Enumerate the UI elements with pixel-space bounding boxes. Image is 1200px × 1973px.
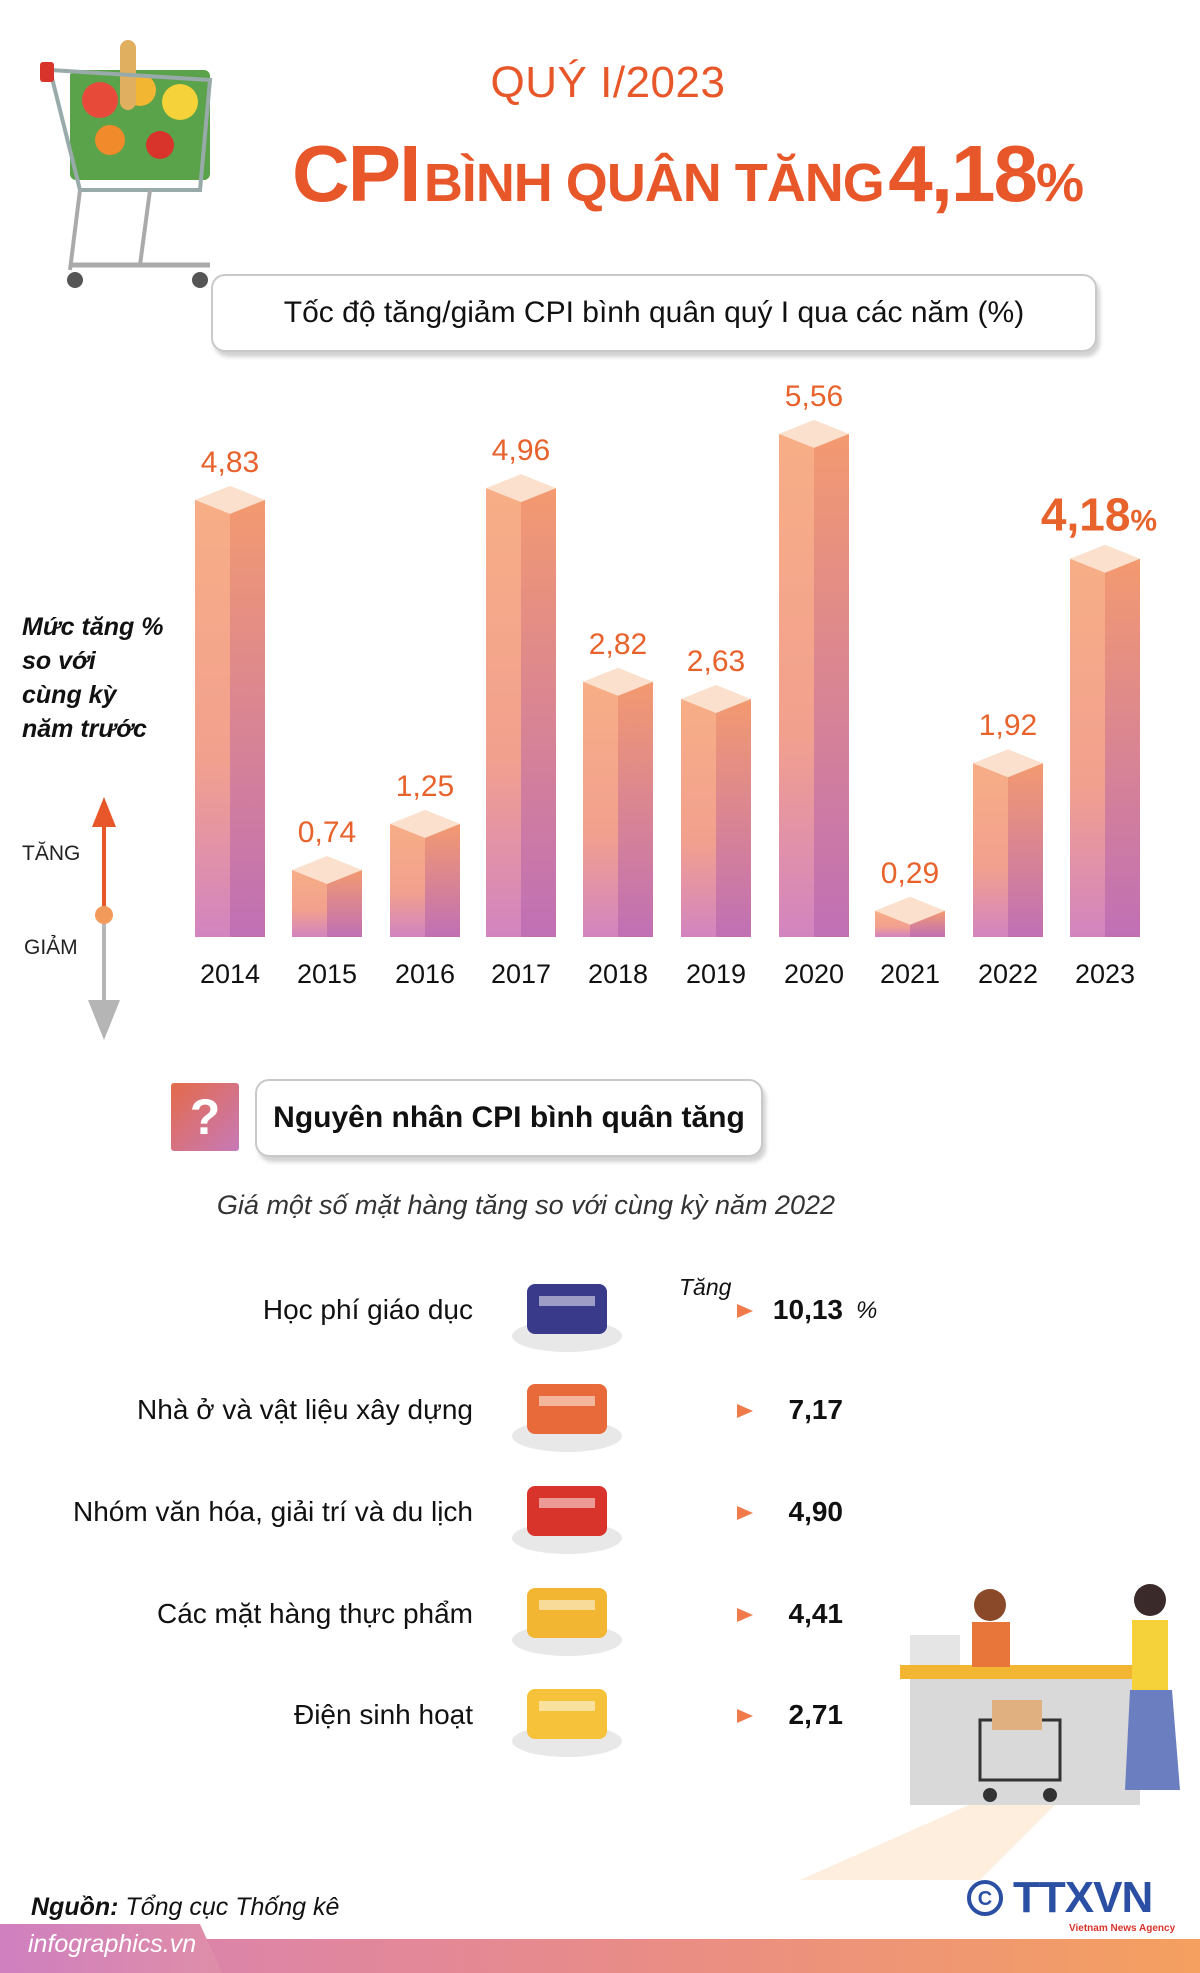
arrow-right-icon [679, 1404, 753, 1418]
data-label: 4,96 [492, 434, 550, 467]
footer-tab [0, 1924, 222, 1973]
bar-2018 [583, 681, 618, 937]
x-tick-label: 2019 [686, 959, 746, 989]
bulb-plug-icon [505, 1671, 629, 1761]
data-label: 1,92 [979, 709, 1037, 742]
x-tick-label: 2016 [395, 959, 455, 989]
data-label: 1,25 [396, 770, 454, 803]
cause-value: 7,17 [788, 1394, 844, 1425]
increase-label: TĂNG [22, 842, 81, 865]
bar-side-2022 [1008, 763, 1043, 937]
x-tick-label: 2017 [491, 959, 551, 989]
food-plate-icon [505, 1570, 629, 1660]
source-text: Tổng cục Thống kê [125, 1893, 340, 1921]
copyright-icon: C [967, 1880, 1003, 1916]
cause-value: 2,71 [788, 1699, 844, 1730]
causes-note: Giá một số mặt hàng tăng so với cùng kỳ … [216, 1190, 836, 1220]
bar-side-2023 [1105, 558, 1140, 937]
y-label-line: năm trước [22, 715, 147, 743]
bar-cap-2022 [973, 749, 1043, 778]
arrow-right-icon [679, 1304, 753, 1318]
chart-title: Tốc độ tăng/giảm CPI bình quân quý I qua… [211, 274, 1097, 352]
y-label-line: so với [22, 647, 96, 675]
bar-side-2017 [521, 488, 556, 937]
arrow-right-icon [679, 1506, 753, 1520]
data-label: 2,82 [589, 628, 647, 661]
cause-label: Nhóm văn hóa, giải trí và du lịch [73, 1496, 473, 1527]
bar-2022 [973, 763, 1008, 937]
bar-cap-2023 [1070, 544, 1140, 573]
bar-2023 [1070, 558, 1105, 937]
question-icon: ? [171, 1083, 239, 1151]
cause-label: Điện sinh hoạt [293, 1699, 473, 1730]
y-label-line: cùng kỳ [22, 681, 117, 709]
x-tick-label: 2018 [588, 959, 648, 989]
bar-cap-2016 [390, 809, 460, 838]
causes-title: Nguyên nhân CPI bình quân tăng [255, 1079, 763, 1157]
cause-label: Các mặt hàng thực phẩm [156, 1598, 473, 1629]
cashier-shopper-illustration [800, 1584, 1180, 1880]
x-tick-label: 2020 [784, 959, 844, 989]
bar-side-2014 [230, 499, 265, 937]
y-label-line: Mức tăng % [22, 613, 164, 641]
data-label: 0,29 [881, 857, 939, 890]
bar-cap-2014 [195, 485, 265, 514]
bar-cap-2018 [583, 667, 653, 696]
y-axis-label: Mức tăng % so với cùng kỳ năm trước [22, 610, 163, 746]
bar-2020 [779, 433, 814, 937]
popcorn-film-icon [505, 1468, 629, 1558]
bar-2014 [195, 499, 230, 937]
bar-cap-2020 [779, 419, 849, 448]
unit-label: % [856, 1297, 878, 1324]
arrow-right-icon [679, 1608, 753, 1622]
bar-cap-2021 [875, 896, 945, 925]
arrow-right-icon [679, 1709, 753, 1723]
bar-cap-2019 [681, 684, 751, 713]
bar-2019 [681, 698, 716, 937]
ttxvn-logo: C TTXVN Vietnam News Agency [965, 1876, 1175, 1936]
data-label: 4,83 [201, 446, 259, 479]
x-tick-label: 2023 [1075, 959, 1135, 989]
headline-value: 4,18 [888, 129, 1038, 218]
headline-text: BÌNH QUÂN TĂNG [423, 153, 885, 213]
data-label: 4,18% [1041, 489, 1157, 541]
x-tick-label: 2021 [880, 959, 940, 989]
cause-value: 10,13 [772, 1294, 843, 1325]
shopping-cart-illustration [40, 40, 213, 288]
data-label: 5,56 [785, 380, 843, 413]
bar-cap-2015 [292, 856, 362, 885]
bar-side-2018 [618, 681, 653, 937]
cpi-bar-chart: 4,83 2014 0,74 2015 1,25 2016 4,96 2017 2,82 2018… [195, 380, 1157, 989]
x-tick-label: 2015 [297, 959, 357, 989]
headline: CPI BÌNH QUÂN TĂNG 4,18% [292, 128, 1084, 220]
source-label: Nguồn: [31, 1893, 119, 1921]
svg-text:C: C [978, 1888, 992, 1910]
bar-2016 [390, 823, 425, 937]
cause-value: 4,90 [788, 1496, 844, 1527]
headline-cpi: CPI [292, 129, 421, 218]
bricks-icon [505, 1366, 629, 1456]
bar-side-2019 [716, 698, 751, 937]
decrease-label: GIẢM [24, 936, 78, 959]
up-down-arrow-icon [88, 797, 120, 1040]
bar-cap-2017 [486, 474, 556, 503]
data-label: 2,63 [687, 645, 745, 678]
source: Nguồn: Tổng cục Thống kê [31, 1893, 339, 1922]
cause-label: Nhà ở và vật liệu xây dựng [137, 1394, 473, 1425]
graduation-books-icon [505, 1266, 629, 1356]
cause-label: Học phí giáo dục [262, 1294, 473, 1325]
bar-side-2020 [814, 433, 849, 937]
period-subtitle: QUÝ I/2023 [490, 58, 726, 107]
bar-2017 [486, 488, 521, 937]
logo-subtext: Vietnam News Agency [1069, 1923, 1176, 1934]
x-tick-label: 2022 [978, 959, 1038, 989]
bar-side-2016 [425, 823, 460, 937]
cause-value: 4,41 [788, 1598, 844, 1629]
logo-text: TTXVN [1013, 1873, 1153, 1922]
x-tick-label: 2014 [200, 959, 260, 989]
data-label: 0,74 [298, 816, 356, 849]
site-link[interactable]: infographics.vn [28, 1930, 197, 1958]
headline-percent: % [1035, 153, 1084, 213]
increase-header: Tăng [679, 1274, 732, 1300]
